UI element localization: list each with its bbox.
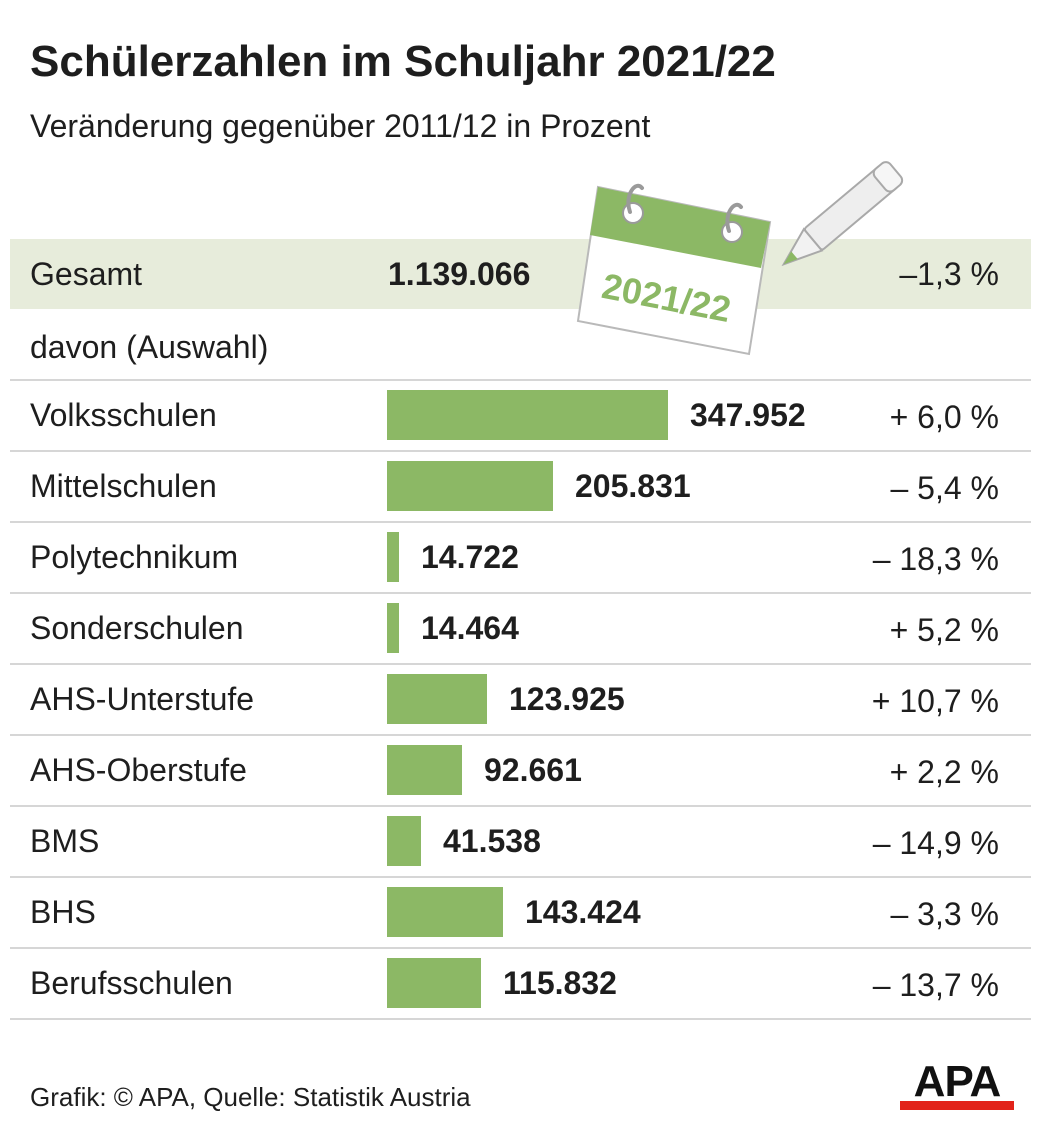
table-row: Mittelschulen 205.831 – 5,4 % [10,450,1031,521]
bar [387,887,503,937]
bar [387,461,553,511]
change-label: + 10,7 % [871,683,999,719]
table-row: Polytechnikum 14.722 – 18,3 % [10,521,1031,592]
table-row: AHS-Oberstufe 92.661 + 2,2 % [10,734,1031,805]
bar [387,674,487,724]
category-label: Berufsschulen [30,965,233,1001]
change-label: – 3,3 % [890,896,999,932]
table-row: Volksschulen 347.952 + 6,0 % [10,379,1031,450]
category-label: BHS [30,894,96,930]
category-label: Volksschulen [30,397,217,433]
chart-title: Schülerzahlen im Schuljahr 2021/22 [30,37,776,86]
bottom-divider [10,1018,1031,1020]
table-row: Sonderschulen 14.464 + 5,2 % [10,592,1031,663]
category-label: Polytechnikum [30,539,239,575]
bar [387,603,399,653]
bar [387,816,421,866]
bar-value-label: 92.661 [484,752,582,788]
bar [387,390,668,440]
total-row-background [10,239,1031,309]
apa-logo-text: APA [913,1057,1002,1106]
bar-value-label: 347.952 [690,397,806,433]
bar [387,958,481,1008]
bar [387,532,399,582]
category-label: Mittelschulen [30,468,217,504]
change-label: – 14,9 % [872,825,999,861]
chart-subtitle: Veränderung gegenüber 2011/12 in Prozent [30,108,651,144]
source-credit: Grafik: © APA, Quelle: Statistik Austria [30,1082,471,1112]
bar-value-label: 205.831 [575,468,691,504]
change-label: + 5,2 % [889,612,999,648]
calendar-ring-icon [721,202,743,243]
category-label: Sonderschulen [30,610,244,646]
apa-logo-bar [900,1101,1014,1110]
total-value: 1.139.066 [388,256,531,292]
bar-value-label: 143.424 [525,894,641,930]
subset-label: davon (Auswahl) [30,329,269,365]
change-label: – 5,4 % [890,470,999,506]
bar [387,745,462,795]
change-label: + 2,2 % [889,754,999,790]
category-label: BMS [30,823,100,859]
change-label: – 18,3 % [872,541,999,577]
table-row: BMS 41.538 – 14,9 % [10,805,1031,876]
bar-value-label: 14.464 [421,610,519,646]
total-label: Gesamt [30,256,143,292]
bar-value-label: 41.538 [443,823,541,859]
change-label: + 6,0 % [889,399,999,435]
total-change: –1,3 % [899,256,999,292]
bar-value-label: 14.722 [421,539,519,575]
table-row: Berufsschulen 115.832 – 13,7 % [10,947,1031,1018]
bar-value-label: 123.925 [509,681,625,717]
calendar-ring-icon [622,183,644,224]
category-label: AHS-Unterstufe [30,681,255,717]
bar-value-label: 115.832 [503,965,617,1001]
change-label: – 13,7 % [872,967,999,1003]
category-label: AHS-Oberstufe [30,752,247,788]
table-row: AHS-Unterstufe 123.925 + 10,7 % [10,663,1031,734]
apa-logo: APA [900,1057,1014,1110]
table-row: BHS 143.424 – 3,3 % [10,876,1031,947]
